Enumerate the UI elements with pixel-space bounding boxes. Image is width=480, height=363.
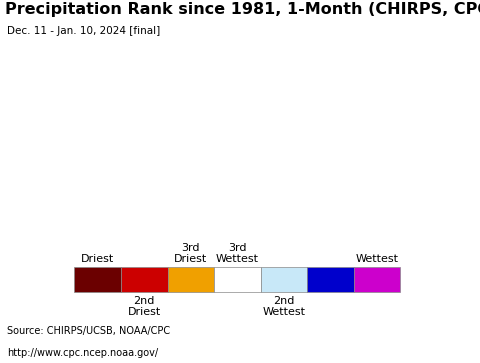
Text: Precipitation Rank since 1981, 1-Month (CHIRPS, CPC): Precipitation Rank since 1981, 1-Month (… [5, 3, 480, 17]
Bar [74, 268, 121, 293]
Text: http://www.cpc.ncep.noaa.gov/: http://www.cpc.ncep.noaa.gov/ [7, 348, 158, 358]
Bar [121, 268, 168, 293]
Text: 2nd
Wettest: 2nd Wettest [263, 295, 305, 317]
Text: 2nd
Driest: 2nd Driest [128, 295, 161, 317]
Bar [168, 268, 214, 293]
Text: Source: CHIRPS/UCSB, NOAA/CPC: Source: CHIRPS/UCSB, NOAA/CPC [7, 326, 170, 336]
Bar [261, 268, 307, 293]
Bar [354, 268, 400, 293]
Text: Dec. 11 - Jan. 10, 2024 [final]: Dec. 11 - Jan. 10, 2024 [final] [7, 26, 160, 36]
Text: Driest: Driest [81, 254, 114, 264]
Bar [307, 268, 354, 293]
Text: Wettest: Wettest [356, 254, 398, 264]
Bar [214, 268, 261, 293]
Text: 3rd
Driest: 3rd Driest [174, 243, 207, 264]
Text: 3rd
Wettest: 3rd Wettest [216, 243, 259, 264]
